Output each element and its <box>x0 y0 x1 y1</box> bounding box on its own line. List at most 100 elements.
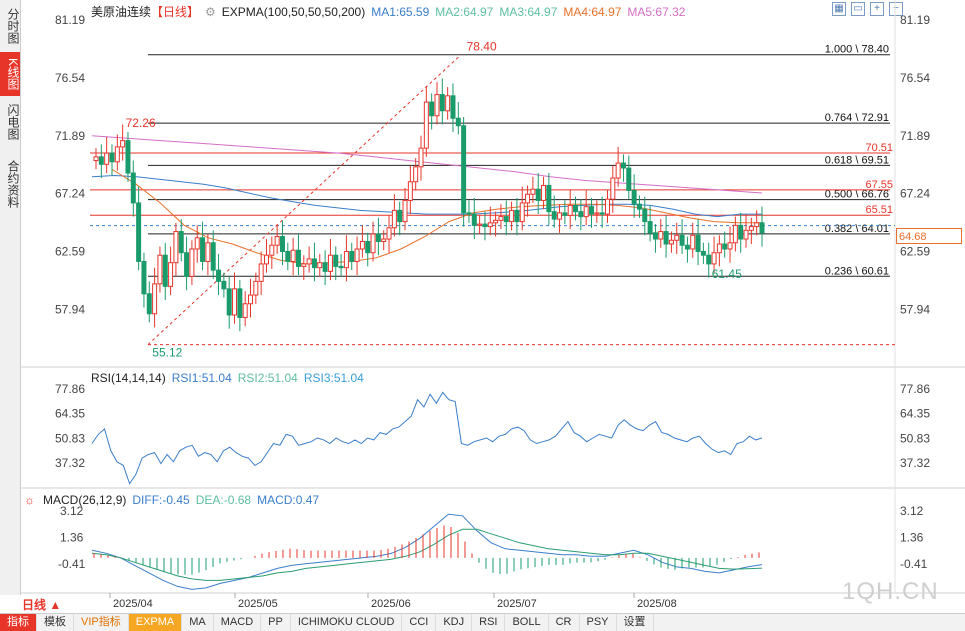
candle-body <box>343 250 349 269</box>
toolbar-tab[interactable]: VIP指标 <box>74 614 129 631</box>
sidebar: 分时图 K线图 闪电图 合约资料 <box>0 0 21 595</box>
candle-body <box>258 263 264 282</box>
candle-body <box>98 156 104 165</box>
toolbar-tab[interactable]: RSI <box>472 614 506 631</box>
toolbar-tab[interactable]: PSY <box>580 614 617 631</box>
candle-body <box>354 248 360 262</box>
candle-body <box>311 258 317 269</box>
grid-icon[interactable]: ▦ <box>832 2 846 16</box>
candle-body <box>604 198 610 215</box>
tab-kline[interactable]: K线图 <box>0 52 20 96</box>
ma4-line <box>111 168 762 265</box>
extreme-price-label: 61.45 <box>712 267 742 281</box>
toolbar-tab[interactable]: 设置 <box>617 614 654 631</box>
candle-body <box>562 212 568 216</box>
macd-dea-line <box>91 528 763 581</box>
candle-body <box>141 260 147 295</box>
candle-body <box>551 211 557 220</box>
candle-body <box>125 140 131 174</box>
candle-body <box>104 152 110 165</box>
toolbar-tab[interactable]: ICHIMOKU CLOUD <box>291 614 403 631</box>
candle-body <box>690 234 696 250</box>
macd-header: ☼ MACD(26,12,9) DIFF:-0.45 DEA:-0.68 MACD:0.… <box>24 493 325 507</box>
toolbar-tab[interactable]: BOLL <box>505 614 549 631</box>
macd-settings-icon[interactable]: ☼ <box>24 493 35 507</box>
candle-body <box>503 216 509 223</box>
toolbar-tab[interactable]: KDJ <box>436 614 473 631</box>
fib-level-label: 0.382 \ 64.01 <box>825 223 889 235</box>
candle-body <box>152 283 158 315</box>
candle-body <box>322 262 328 272</box>
ma4-value: MA4:64.97 <box>563 5 622 19</box>
toolbar-tab[interactable]: CR <box>549 614 580 631</box>
settings-icon[interactable]: ⚙ <box>205 5 216 19</box>
tab-timeshare[interactable]: 分时图 <box>6 8 20 44</box>
fib-level-label: 1.000 \ 78.40 <box>825 44 889 56</box>
candle-body <box>114 146 120 163</box>
candle-body <box>461 125 467 214</box>
toolbar-tab[interactable]: MA <box>182 614 214 631</box>
candle-body <box>599 212 605 215</box>
zoom-out-icon[interactable]: − <box>889 2 903 16</box>
macd-tick-left: 3.12 <box>60 504 84 518</box>
candle-body <box>743 229 749 240</box>
toolbar-tab[interactable]: PP <box>261 614 291 631</box>
candle-body <box>274 236 280 246</box>
candle-body <box>279 236 285 252</box>
zoom-in-icon[interactable]: + <box>870 2 884 16</box>
symbol-name: 美原油连续 <box>91 5 152 19</box>
toolbar-tab[interactable]: MACD <box>214 614 262 631</box>
candle-body <box>610 177 616 200</box>
candle-body <box>567 204 573 216</box>
candle-body <box>423 101 429 149</box>
candle-body <box>652 232 658 240</box>
candle-body <box>466 212 472 215</box>
candle-body <box>221 280 227 290</box>
candle-body <box>301 263 307 267</box>
period-button[interactable]: 日线 ▲ <box>22 598 62 612</box>
candle-body <box>434 94 440 117</box>
candle-body <box>754 222 760 228</box>
candle-body <box>173 231 179 264</box>
price-tick-left: 67.24 <box>55 187 85 201</box>
candle-body <box>290 249 296 262</box>
candle-body <box>327 254 333 272</box>
candle-body <box>615 162 621 179</box>
candle-body <box>636 203 642 210</box>
extreme-price-label: 72.26 <box>126 116 156 130</box>
toolbar-tab[interactable]: 模板 <box>37 614 74 631</box>
candle-body <box>295 249 301 267</box>
candle-body <box>189 248 195 277</box>
candle-body <box>418 147 424 168</box>
fib-anchor-line <box>147 54 462 345</box>
diff-value: DIFF:-0.45 <box>132 493 190 507</box>
ma5-value: MA5:67.32 <box>627 5 686 19</box>
candle-body <box>658 231 664 240</box>
candle-body <box>695 234 701 252</box>
ma5-line <box>91 135 763 194</box>
tab-contract-info[interactable]: 合约资料 <box>6 160 20 208</box>
candle-body <box>445 95 451 112</box>
candle-body <box>333 254 339 267</box>
collapse-icon[interactable]: ▭ <box>851 2 865 16</box>
candle-body <box>407 181 413 201</box>
candle-body <box>727 242 733 250</box>
macd-tick-right: 3.12 <box>900 504 924 518</box>
kline-chart[interactable]: 81.19 81.19 76.54 76.54 71.89 71.89 67.24 67.24… <box>0 0 965 612</box>
toolbar-tab[interactable]: EXPMA <box>128 614 183 631</box>
candle-body <box>471 213 477 226</box>
candle-body <box>642 208 648 223</box>
macd-tick-left: 1.36 <box>60 530 84 544</box>
price-tick-right: 67.24 <box>900 187 930 201</box>
candle-body <box>722 243 728 250</box>
toolbar-tab[interactable]: CCI <box>402 614 437 631</box>
window-controls: ▦ ▭ + − <box>832 2 903 16</box>
candle-body <box>626 167 632 191</box>
candle-body <box>226 288 232 316</box>
price-header: 美原油连续【日线】 ⚙ EXPMA(100,50,50,50,200) MA1:65.… <box>91 3 691 20</box>
candle-body <box>573 204 579 213</box>
candle-body <box>263 254 269 265</box>
tab-flash-chart[interactable]: 闪电图 <box>6 104 20 140</box>
candle-body <box>482 223 488 228</box>
toolbar-tab[interactable]: 指标 <box>0 614 37 631</box>
